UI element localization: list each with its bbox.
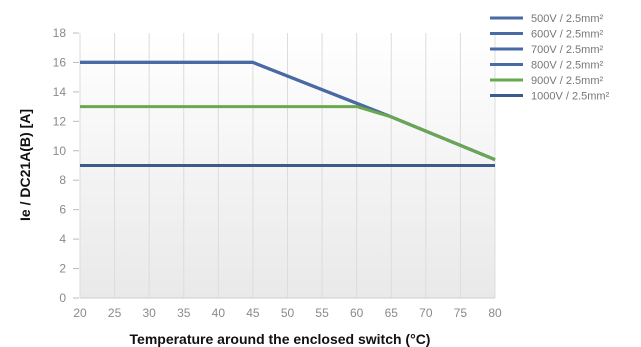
y-tick-label-7: 14 [53,85,67,99]
y-tick-label-2: 4 [59,232,66,246]
y-tick-label-0: 0 [59,291,66,305]
x-tick-label-7: 55 [315,306,329,320]
legend-label-0: 500V / 2.5mm² [531,13,603,25]
x-tick-label-8: 60 [350,306,364,320]
x-tick-label-0: 20 [73,306,87,320]
x-tick-label-9: 65 [385,306,399,320]
y-tick-label-6: 12 [53,114,67,128]
legend-label-2: 700V / 2.5mm² [531,44,603,56]
y-tick-label-1: 2 [59,262,66,276]
x-tick-label-5: 45 [246,306,260,320]
y-axis-title: Ie / DC21A(B) [A] [17,109,33,221]
x-tick-label-1: 25 [108,306,122,320]
legend: 500V / 2.5mm² 600V / 2.5mm² 700V / 2.5mm² 8… [490,13,610,103]
y-tick-label-8: 16 [53,55,67,69]
series-line-4 [80,105,496,161]
x-tick-label-4: 40 [212,306,226,320]
x-tick-label-11: 75 [454,306,468,320]
legend-label-1: 600V / 2.5mm² [531,29,603,41]
x-tick-labels: 20 25 30 35 40 45 50 55 60 65 70 75 80 [73,306,502,320]
y-tick-label-3: 6 [59,203,66,217]
legend-label-4: 900V / 2.5mm² [531,75,603,87]
x-tick-label-6: 50 [281,306,295,320]
y-tick-label-4: 8 [59,173,66,187]
y-tick-labels: 0 2 4 6 8 10 12 14 16 18 [53,26,79,305]
legend-label-5: 1000V / 2.5mm² [531,91,610,103]
x-tick-label-3: 35 [177,306,191,320]
x-tick-label-10: 70 [419,306,433,320]
y-tick-label-5: 10 [53,144,67,158]
x-axis-title: Temperature around the enclosed switch (… [130,331,431,347]
x-tick-label-2: 30 [142,306,156,320]
x-tick-label-12: 80 [488,306,502,320]
series-lines [80,60,496,167]
legend-label-3: 800V / 2.5mm² [531,60,603,72]
y-tick-label-9: 18 [53,26,67,40]
